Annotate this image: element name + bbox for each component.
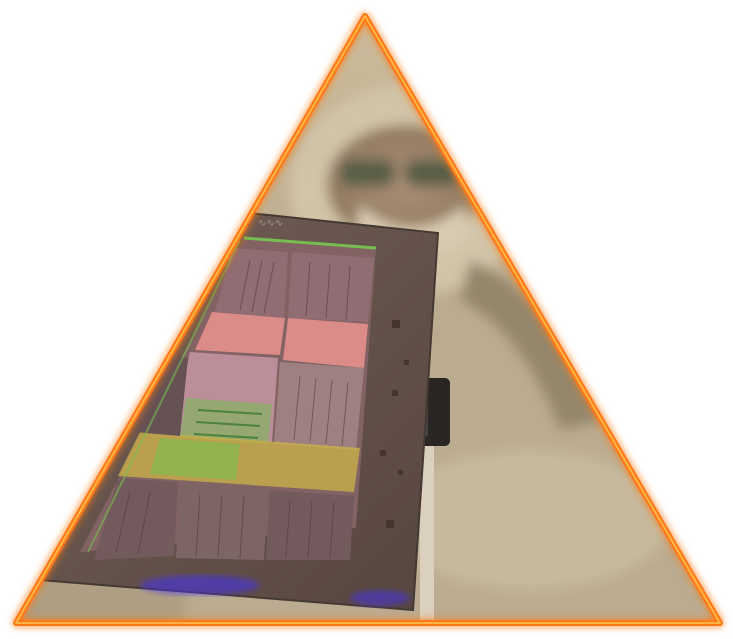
blue-reflection	[140, 575, 260, 595]
suit-arm	[390, 450, 670, 590]
triangle-frame	[15, 15, 721, 624]
holder-stem	[420, 440, 434, 623]
suit-fold	[460, 260, 610, 430]
goggles-right	[405, 160, 460, 186]
die-blocks	[80, 236, 377, 560]
chip-label: ∿∿∿	[258, 218, 283, 229]
goggles-left	[340, 160, 395, 186]
substrate-markings	[380, 320, 409, 528]
processor-die: ∿∿∿	[38, 210, 440, 612]
